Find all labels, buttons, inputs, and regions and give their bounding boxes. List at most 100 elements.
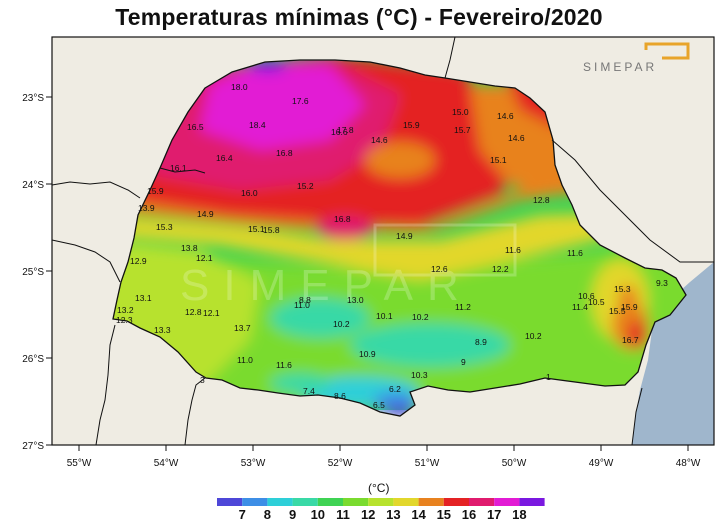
station-value: 11.0 — [237, 355, 253, 365]
station-value: 15.8 — [263, 225, 280, 235]
station-value: 12.1 — [196, 253, 213, 263]
station-value: 15.3 — [156, 222, 173, 232]
lat-tick: 25°S — [22, 267, 44, 278]
color-legend: 7 8 9 10 11 12 13 14 15 16 17 18 — [217, 498, 545, 522]
station-value: 10.2 — [333, 319, 350, 329]
station-value: 14.6 — [497, 111, 514, 121]
station-value: 11.4 — [572, 302, 588, 312]
station-value: 8.6 — [334, 391, 346, 401]
simepar-watermark: SIMEPAR — [180, 223, 517, 310]
station-value: 10.5 — [588, 297, 605, 307]
station-value: 8.9 — [475, 337, 487, 347]
lon-tick: 50°W — [502, 458, 527, 469]
legend-swatch — [317, 498, 343, 506]
station-value: 16.8 — [276, 148, 293, 158]
station-value: 11.2 — [455, 302, 471, 312]
station-value: 1 — [546, 372, 551, 382]
station-value: 16.6 — [331, 127, 348, 137]
map-frame — [51, 36, 715, 446]
station-value: 15.9 — [403, 120, 420, 130]
station-value: 13.0 — [347, 295, 364, 305]
legend-label: 7 — [239, 507, 246, 522]
legend-swatch — [519, 498, 545, 506]
station-value: 16.7 — [622, 335, 639, 345]
station-value: 13.8 — [181, 243, 198, 253]
legend-swatch — [242, 498, 268, 506]
station-value: 12.1 — [203, 308, 220, 318]
svg-text:SIMEPAR: SIMEPAR — [180, 261, 473, 310]
lon-tick: 51°W — [415, 458, 440, 469]
station-value: 10.3 — [411, 370, 428, 380]
legend-swatch — [292, 498, 318, 506]
station-value: 15.9 — [147, 186, 164, 196]
station-value: 12.9 — [130, 256, 147, 266]
station-value: 12.3 — [116, 315, 133, 325]
neighbor-borders — [51, 36, 714, 446]
lon-tick: 49°W — [589, 458, 614, 469]
station-value: 8.8 — [299, 295, 311, 305]
station-value: 11.0 — [294, 300, 310, 310]
lat-tick: 24°S — [22, 180, 44, 191]
legend-swatch — [494, 498, 520, 506]
station-value: 15.7 — [454, 125, 471, 135]
legend-label: 8 — [264, 507, 271, 522]
station-value: 16.5 — [187, 122, 204, 132]
station-value: 9 — [461, 357, 466, 367]
station-value: 10.6 — [578, 291, 595, 301]
legend-label: 12 — [361, 507, 375, 522]
station-value: 14.9 — [197, 209, 214, 219]
lat-tick: 27°S — [22, 441, 44, 452]
svg-text:SIMEPAR: SIMEPAR — [583, 60, 657, 74]
station-value: 16.0 — [241, 188, 258, 198]
lon-tick: 53°W — [241, 458, 266, 469]
station-values: 18.017.616.5 18.4 17.816.616.4 16.816.115.9… — [116, 82, 668, 410]
lon-tick: 55°W — [67, 458, 92, 469]
station-value: 18.0 — [231, 82, 248, 92]
station-value: 14.6 — [371, 135, 388, 145]
station-value: 9.3 — [656, 278, 668, 288]
station-value: 7.4 — [303, 386, 315, 396]
legend-unit: (°C) — [368, 481, 390, 495]
station-value: 15.3 — [614, 284, 631, 294]
station-value: 6.5 — [373, 400, 385, 410]
longitude-axis: 55°W 54°W 53°W 52°W 51°W 50°W 49°W 48°W — [67, 445, 701, 469]
station-value: 10.2 — [412, 312, 429, 322]
legend-label: 18 — [512, 507, 526, 522]
station-value: 17.6 — [292, 96, 309, 106]
legend-swatch — [469, 498, 495, 506]
legend-label: 15 — [437, 507, 451, 522]
lon-tick: 48°W — [676, 458, 701, 469]
station-value: 13.9 — [138, 203, 155, 213]
station-value: 17.8 — [337, 125, 354, 135]
station-value: 15.1 — [490, 155, 507, 165]
station-value: 10.9 — [359, 349, 376, 359]
station-value: 15.2 — [297, 181, 314, 191]
station-value: 12.6 — [431, 264, 448, 274]
legend-swatch — [217, 498, 243, 506]
legend-label: 16 — [462, 507, 476, 522]
station-value: 16.4 — [216, 153, 233, 163]
station-value: 11.6 — [505, 245, 521, 255]
station-value: 12.8 — [533, 195, 550, 205]
legend-swatch — [418, 498, 444, 506]
station-value: 12.2 — [492, 264, 509, 274]
station-value: 13.3 — [154, 325, 171, 335]
lat-tick: 23°S — [22, 93, 44, 104]
station-value: 15.5 — [609, 306, 626, 316]
legend-swatch — [393, 498, 419, 506]
legend-swatch — [343, 498, 369, 506]
lat-tick: 26°S — [22, 354, 44, 365]
station-value: 10.1 — [376, 311, 393, 321]
station-value: 3 — [200, 375, 205, 385]
legend-swatch — [368, 498, 394, 506]
legend-label: 17 — [487, 507, 501, 522]
station-value: 15.9 — [621, 302, 638, 312]
lon-tick: 52°W — [328, 458, 353, 469]
station-value: 13.1 — [135, 293, 152, 303]
station-value: 14.9 — [396, 231, 413, 241]
station-value: 13.7 — [234, 323, 251, 333]
station-value: 11.6 — [567, 248, 583, 258]
legend-swatch — [443, 498, 469, 506]
station-value: 6.2 — [389, 384, 401, 394]
